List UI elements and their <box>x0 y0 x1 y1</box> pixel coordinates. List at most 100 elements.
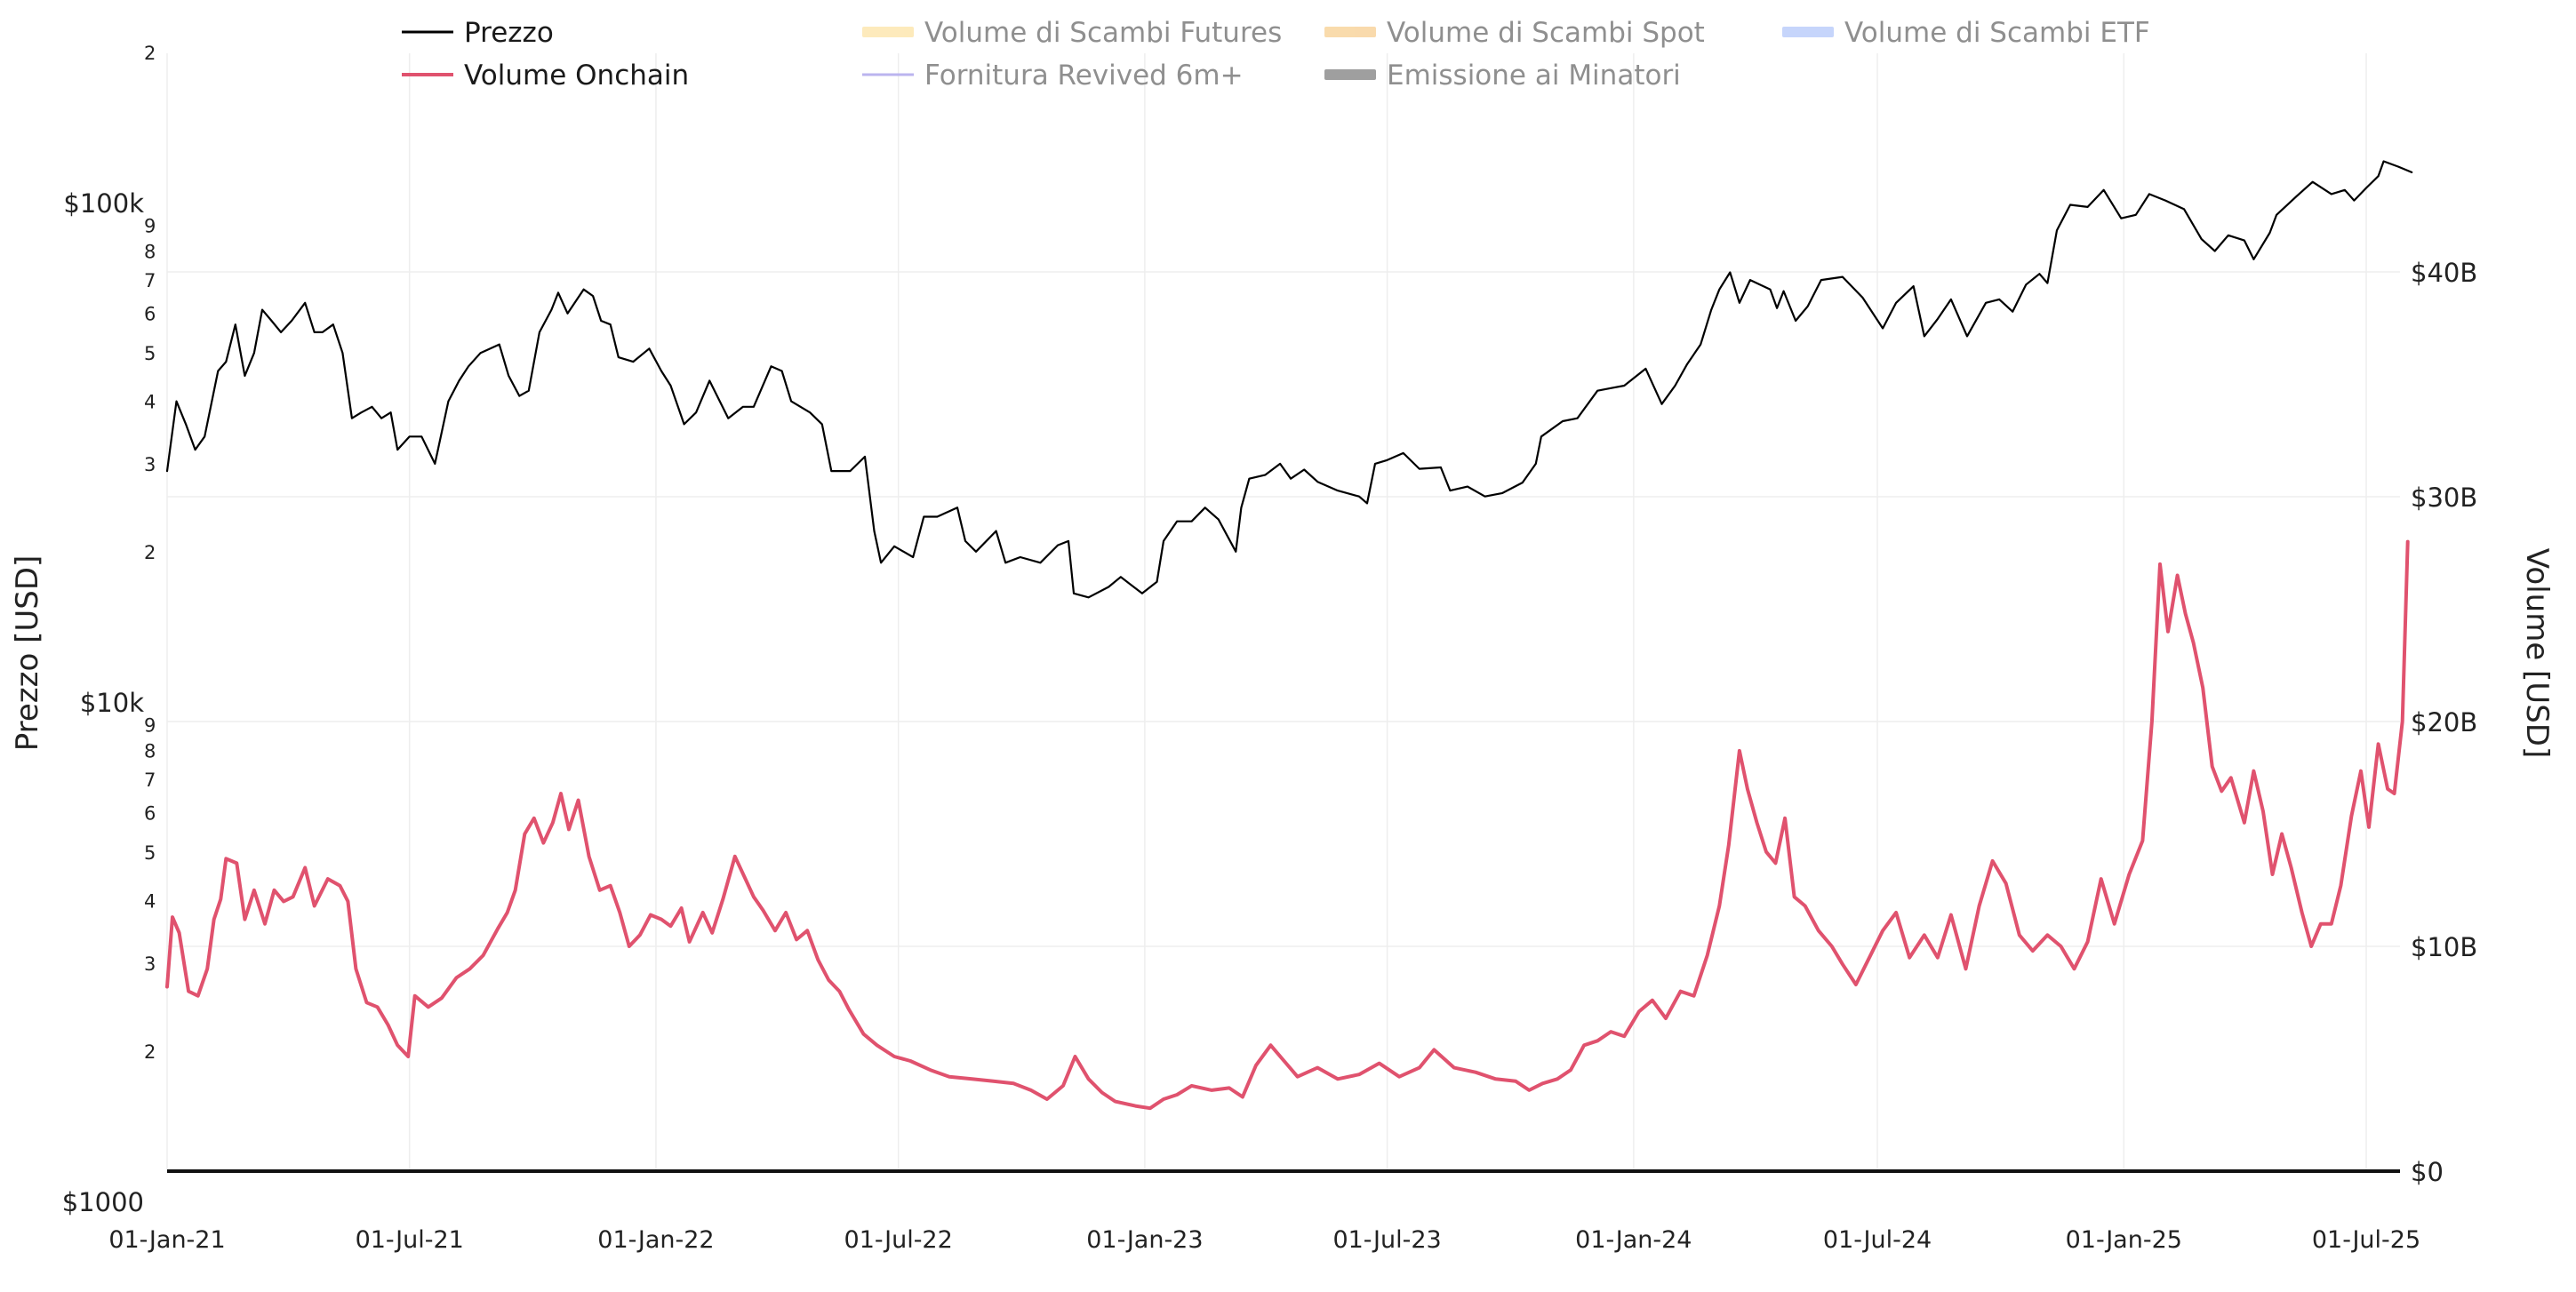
price-point <box>235 323 236 326</box>
left-minor-tick-label: 3 <box>144 953 156 975</box>
left-minor-tick-label: 9 <box>144 216 156 237</box>
volume-point <box>650 913 652 916</box>
volume-point <box>2060 945 2062 947</box>
volume-point <box>862 1033 865 1035</box>
volume-point <box>1831 945 1833 947</box>
price-point <box>2046 282 2049 284</box>
price-point <box>821 423 823 426</box>
price-point <box>780 370 783 372</box>
left-minor-tick-label: 4 <box>144 891 156 913</box>
volume-point <box>253 889 255 891</box>
volume-point <box>568 828 570 831</box>
price-point <box>1303 468 1305 471</box>
volume-point <box>2220 790 2223 793</box>
volume-point <box>166 985 168 988</box>
left-minor-tick-label: 4 <box>144 392 156 413</box>
price-point <box>727 417 730 419</box>
price-point <box>371 406 373 408</box>
volume-point <box>2368 826 2370 828</box>
legend-label: Fornitura Revived 6m+ <box>924 60 1244 92</box>
price-point <box>1039 562 1042 564</box>
volume-point <box>1012 1082 1014 1085</box>
price-point <box>1176 520 1178 522</box>
price-point <box>1937 318 1939 320</box>
volume-point <box>2211 765 2213 768</box>
volume-point <box>313 905 316 907</box>
volume-point <box>1062 1085 1064 1087</box>
volume-point <box>2151 721 2153 722</box>
legend-item[interactable]: Fornitura Revived 6m+ <box>862 60 1244 92</box>
volume-point <box>172 916 173 918</box>
series-line-prezzo <box>165 160 2413 599</box>
legend-item[interactable]: Prezzo <box>402 17 554 49</box>
price-point <box>1190 520 1193 522</box>
volume-point <box>1176 1094 1178 1096</box>
volume-point <box>1679 990 1682 993</box>
price-point <box>2311 180 2314 183</box>
legend-label: Volume di Scambi Spot <box>1387 17 1705 49</box>
price-point <box>1710 308 1712 311</box>
right-tick-label: $10B <box>2411 932 2477 962</box>
price-point <box>995 530 997 532</box>
legend-item[interactable]: Volume Onchain <box>402 60 689 92</box>
price-point <box>1718 288 1721 291</box>
price-point <box>351 417 353 419</box>
volume-point <box>468 968 471 970</box>
volume-point <box>1541 1082 1544 1085</box>
price-point <box>975 551 977 553</box>
volume-point <box>2046 934 2049 937</box>
price-point <box>2377 175 2380 177</box>
volume-point <box>1283 1060 1285 1062</box>
legend-item[interactable]: Volume di Scambi ETF <box>1782 17 2150 49</box>
volume-point <box>1665 1017 1667 1019</box>
price-point <box>2213 250 2216 252</box>
price-point <box>261 308 263 311</box>
price-point <box>175 400 178 403</box>
volume-point <box>806 929 808 932</box>
legend-label: Volume Onchain <box>464 60 689 92</box>
volume-point <box>2387 788 2388 790</box>
price-point <box>1484 495 1486 498</box>
volume-point <box>524 833 526 835</box>
volume-point <box>2393 793 2396 794</box>
price-point <box>1264 474 1267 476</box>
price-point <box>1449 490 1452 491</box>
volume-point <box>1804 905 1806 907</box>
volume-point <box>2331 922 2332 925</box>
price-point <box>809 411 811 414</box>
volume-point <box>220 898 222 900</box>
volume-point <box>1765 850 1767 853</box>
price-point <box>632 361 635 363</box>
volume-point <box>1895 912 1897 913</box>
price-point <box>2069 203 2071 206</box>
price-point <box>1068 540 1069 542</box>
left-minor-tick-label: 5 <box>144 343 156 364</box>
right-tick-label: $30B <box>2411 483 2477 513</box>
volume-point <box>533 817 535 819</box>
legend-item[interactable]: Volume di Scambi Futures <box>862 17 1282 49</box>
volume-point <box>236 862 238 865</box>
volume-point <box>2100 878 2102 880</box>
price-point <box>498 343 500 346</box>
volume-point <box>2086 941 2089 943</box>
price-point <box>408 435 411 438</box>
price-point <box>1402 452 1404 454</box>
volume-point <box>660 918 662 921</box>
left-minor-tick-label: 7 <box>144 770 156 791</box>
volume-point <box>2159 563 2161 565</box>
volume-point <box>1030 1089 1032 1091</box>
legend-item[interactable]: Volume di Scambi Spot <box>1324 17 1705 49</box>
price-point <box>1576 417 1579 419</box>
legend-item[interactable]: Emissione ai Minatori <box>1324 60 1681 92</box>
x-tick-label: 01-Jan-22 <box>597 1226 714 1254</box>
price-point <box>270 320 273 322</box>
volume-point <box>376 1006 379 1009</box>
volume-point <box>1100 1091 1103 1094</box>
price-point <box>2244 239 2245 242</box>
price-point <box>2228 235 2229 236</box>
price-point <box>322 331 324 333</box>
price-point <box>618 356 620 358</box>
volume-point <box>1793 896 1796 898</box>
left-minor-tick-label: 6 <box>144 803 156 825</box>
price-point <box>204 435 205 438</box>
